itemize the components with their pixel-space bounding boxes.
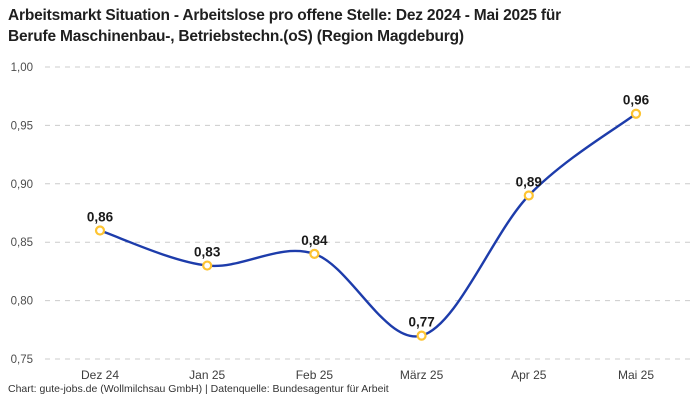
y-axis-tick-label: 0,85: [11, 237, 33, 249]
y-axis-tick-label: 0,90: [11, 179, 33, 191]
data-point-marker: [630, 108, 642, 119]
x-axis-tick-label: Mai 25: [618, 368, 654, 382]
y-axis-tick-label: 0,80: [11, 296, 33, 308]
data-point-label: 0,96: [623, 93, 650, 108]
data-point-marker: [523, 190, 534, 201]
y-axis-tick-label: 0,95: [11, 120, 33, 132]
chart-title-line1: Arbeitsmarkt Situation - Arbeitslose pro…: [8, 7, 561, 24]
data-point-label: 0,86: [87, 210, 114, 225]
y-axis-tick-label: 0,75: [11, 354, 33, 366]
data-point-label: 0,84: [301, 233, 328, 248]
data-point-marker: [202, 260, 213, 271]
x-axis-tick-label: Feb 25: [296, 368, 334, 382]
x-axis-tick-label: Jan 25: [189, 368, 225, 382]
y-axis-tick-label: 1,00: [11, 62, 33, 74]
data-point-marker: [94, 225, 106, 236]
x-axis-tick-label: März 25: [400, 368, 444, 382]
trend-line: [98, 112, 638, 338]
data-point-label: 0,89: [516, 174, 542, 189]
x-axis-tick-label: Apr 25: [511, 368, 547, 382]
chart-title-line2: Berufe Maschinenbau-, Betriebstechn.(oS)…: [8, 28, 464, 45]
chart-title: Arbeitsmarkt Situation - Arbeitslose pro…: [8, 5, 692, 47]
data-point-label: 0,77: [408, 315, 434, 330]
x-axis-tick-label: Dez 24: [81, 368, 119, 382]
data-point-marker: [309, 248, 320, 259]
data-point-marker: [416, 330, 427, 341]
data-point-label: 0,83: [194, 245, 221, 260]
chart-credit: Chart: gute-jobs.de (Wollmilchsau GmbH) …: [8, 383, 389, 395]
